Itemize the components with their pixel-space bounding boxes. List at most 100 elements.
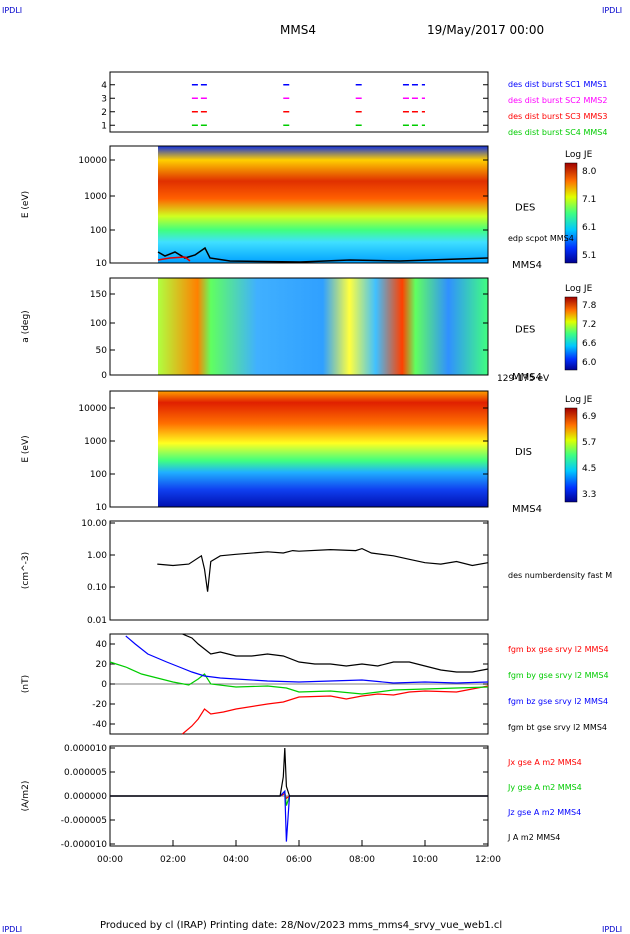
bfield-ytick-label: -20: [92, 700, 107, 710]
plot-datetime: 19/May/2017 00:00: [427, 23, 545, 37]
des-energy-cbar-tick: 6.1: [582, 223, 596, 233]
density-legend-label: des numberdensity fast M: [508, 571, 612, 580]
des-pitch-ytick-label: 150: [90, 290, 107, 300]
dis-energy-ytick-label: 10: [96, 503, 108, 513]
des-pitch-ytick-label: 0: [101, 371, 107, 381]
scpot-trace: [157, 246, 489, 263]
burst-ytick-label: 4: [101, 81, 107, 91]
des-energy-ytick-label: 10: [96, 259, 108, 269]
density-ytick-label: 0.01: [87, 616, 107, 626]
panel-frame-density: [109, 520, 489, 621]
x-tick-label: 06:00: [286, 855, 312, 865]
burst-ytick-label: 1: [101, 121, 107, 131]
des-energy-spectrogram: [158, 146, 488, 263]
bfield-legend-label: fgm by gse srvy l2 MMS4: [508, 671, 609, 680]
corner-label-bottom-right: IPDLI: [602, 925, 623, 934]
panel-frame-des-energy: [109, 145, 489, 264]
panel-frame-dis-energy: [109, 390, 489, 508]
des-pitch-cbar-tick: 7.8: [582, 301, 597, 311]
current-series-line: [110, 789, 488, 806]
current-ytick-label: 0.000000: [64, 792, 107, 802]
bfield-legend-label: fgm bz gse srvy l2 MMS4: [508, 697, 608, 706]
des-pitch-ylabel: a (deg): [21, 310, 31, 342]
des-energy-cbar-title: Log JE: [565, 150, 593, 160]
burst-legend-label: des dist burst SC2 MMS2: [508, 96, 607, 105]
des-energy-sc-label: MMS4: [512, 260, 542, 271]
bfield-series-line: [109, 661, 489, 695]
current-legend-label: Jx gse A m2 MMS4: [507, 758, 582, 767]
density-series-line: [157, 547, 489, 592]
corner-label-top-right: IPDLI: [602, 6, 623, 15]
colorbar-des-pitch: [564, 296, 578, 371]
dis-energy-cbar-title: Log JE: [565, 395, 593, 405]
des-energy-label: DES: [515, 203, 535, 214]
bfield-ytick-label: 0: [101, 680, 107, 690]
burst-legend-label: des dist burst SC4 MMS4: [508, 128, 607, 137]
dis-energy-cbar-tick: 3.3: [582, 490, 596, 500]
des-energy-ytick-label: 1000: [84, 192, 107, 202]
dis-energy-label: DIS: [515, 447, 532, 458]
panel-frame-burst: [109, 71, 489, 133]
des-energy-cbar-tick: 7.1: [582, 195, 596, 205]
bfield-ytick-label: 40: [96, 640, 108, 650]
density-ytick-label: 0.10: [87, 583, 107, 593]
dis-energy-ytick-label: 1000: [84, 437, 107, 447]
corner-label-top-left: IPDLI: [2, 6, 23, 15]
dis-energy-cbar-tick: 5.7: [582, 438, 596, 448]
dis-energy-cbar-tick: 6.9: [582, 412, 597, 422]
des-pitch-sc-label: MMS4: [512, 372, 542, 383]
des-pitch-spectrogram: [158, 278, 488, 375]
density-ytick-label: 10.00: [81, 519, 107, 529]
des-energy-overlay-label: edp scpot MMS4: [508, 234, 574, 243]
burst-ytick-label: 2: [101, 108, 107, 118]
bfield-ytick-label: -40: [92, 720, 107, 730]
des-pitch-ytick-label: 50: [96, 346, 108, 356]
current-legend-label: Jz gse A m2 MMS4: [507, 808, 581, 817]
current-legend-label: Jy gse A m2 MMS4: [507, 783, 582, 792]
current-series-line: [110, 789, 488, 842]
bfield-series-line: [125, 635, 489, 684]
des-pitch-label: DES: [515, 325, 535, 336]
bfield-legend-label: fgm bt gse srvy l2 MMS4: [508, 723, 607, 732]
x-tick-label: 02:00: [160, 855, 186, 865]
x-tick-label: 04:00: [223, 855, 249, 865]
des-pitch-cbar-tick: 6.6: [582, 339, 597, 349]
bfield-legend-label: fgm bx gse srvy l2 MMS4: [508, 645, 609, 654]
des-energy-ylabel: E (eV): [21, 191, 31, 218]
dis-energy-cbar-tick: 4.5: [582, 464, 596, 474]
current-ylabel: (A/m2): [21, 781, 31, 812]
dis-energy-ytick-label: 10000: [78, 404, 107, 414]
des-energy-cbar-tick: 8.0: [582, 167, 597, 177]
current-legend-label: J A m2 MMS4: [507, 833, 560, 842]
bfield-ytick-label: 20: [96, 660, 108, 670]
corner-label-bottom-left: IPDLI: [2, 925, 23, 934]
des-energy-ytick-label: 100: [90, 226, 107, 236]
x-tick-label: 10:00: [412, 855, 438, 865]
colorbar-dis-energy: [564, 407, 578, 503]
panel-frame-des-pitch: [109, 277, 489, 376]
current-series-line: [110, 747, 488, 797]
bfield-series-line: [182, 685, 489, 735]
x-tick-label: 00:00: [97, 855, 123, 865]
dis-energy-sc-label: MMS4: [512, 504, 542, 515]
burst-legend-label: des dist burst SC3 MMS3: [508, 112, 607, 121]
des-energy-ytick-label: 10000: [78, 156, 107, 166]
dis-energy-ytick-label: 100: [90, 470, 107, 480]
burst-ytick-label: 3: [101, 94, 107, 104]
dis-energy-spectrogram: [158, 391, 488, 507]
footer-credits: Produced by cl (IRAP) Printing date: 28/…: [100, 920, 503, 931]
density-ylabel: (cm^-3): [21, 552, 31, 589]
des-pitch-cbar-tick: 6.0: [582, 358, 597, 368]
current-ytick-label: -0.000010: [61, 840, 107, 850]
des-energy-cbar-tick: 5.1: [582, 251, 596, 261]
x-tick-label: 12:00: [475, 855, 501, 865]
bfield-series-line: [182, 633, 489, 673]
des-pitch-cbar-title: Log JE: [565, 284, 593, 294]
dis-energy-ylabel: E (eV): [21, 435, 31, 462]
des-pitch-energy-range: 129-175 eV: [497, 374, 550, 384]
current-ytick-label: 0.000005: [64, 768, 107, 778]
bfield-ylabel: (nT): [21, 675, 31, 693]
des-pitch-ytick-label: 100: [90, 319, 107, 329]
des-pitch-cbar-tick: 7.2: [582, 320, 596, 330]
